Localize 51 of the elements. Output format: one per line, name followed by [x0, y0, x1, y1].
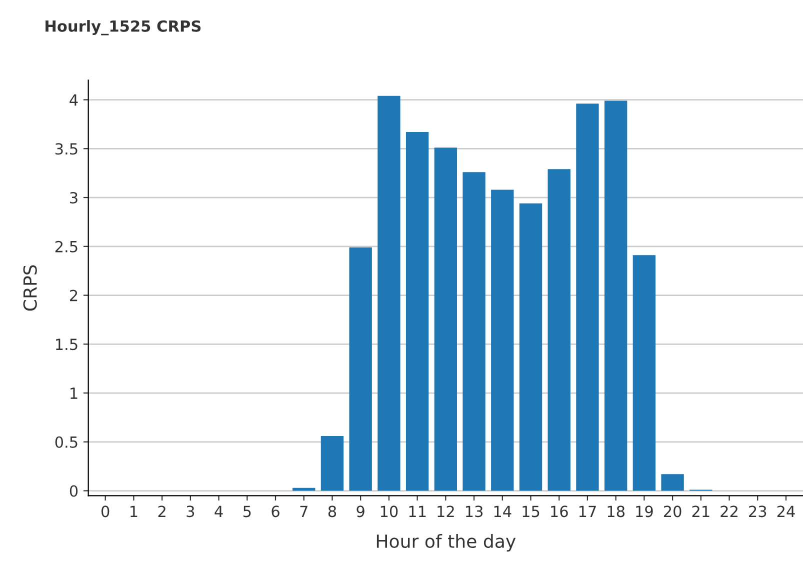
x-tick-label: 7 — [300, 506, 308, 517]
x-tick-label: 14 — [494, 506, 512, 517]
bar — [519, 203, 542, 491]
y-tick-label: 0.5 — [55, 436, 78, 448]
chart-title: Hourly_1525 CRPS — [46, 20, 201, 36]
bar — [406, 132, 429, 491]
bar — [604, 100, 628, 491]
x-tick-label: 18 — [608, 506, 624, 518]
y-tick-label: 2.5 — [55, 240, 78, 252]
x-tick-label: 16 — [551, 506, 568, 518]
x-tick-label: 5 — [243, 506, 251, 518]
x-tick-label: 19 — [636, 506, 653, 518]
x-tick-label: 12 — [438, 506, 454, 517]
x-tick-label: 24 — [777, 506, 795, 517]
bar — [632, 255, 656, 491]
x-tick-label: 13 — [466, 506, 483, 518]
x-tick-label: 11 — [409, 506, 426, 517]
bar — [491, 190, 514, 491]
y-axis-title: CRPS — [23, 265, 37, 311]
y-tick-label: 4 — [70, 94, 78, 106]
x-tick-label: 0 — [101, 506, 110, 518]
bar — [320, 436, 344, 491]
bar — [661, 474, 684, 491]
x-tick-label: 22 — [720, 506, 738, 517]
y-tick-label: 1 — [70, 388, 78, 399]
x-tick-label: 17 — [579, 506, 596, 517]
x-tick-label: 2 — [158, 506, 166, 517]
y-tick-label: 2 — [70, 290, 78, 302]
bar — [292, 488, 316, 491]
x-tick-label: 23 — [749, 506, 766, 518]
bar — [434, 148, 458, 491]
bar — [378, 96, 400, 491]
bar — [548, 169, 570, 491]
x-tick-label: 6 — [272, 506, 280, 518]
x-tick-label: 10 — [380, 506, 398, 518]
x-tick-label: 20 — [664, 506, 682, 518]
x-tick-label: 1 — [130, 506, 138, 517]
x-tick-label: 4 — [214, 506, 223, 517]
x-tick-label: 15 — [522, 506, 540, 518]
bar — [462, 172, 486, 491]
bar — [349, 247, 372, 491]
x-tick-label: 8 — [328, 506, 336, 518]
x-axis-title: Hour of the day — [376, 534, 516, 552]
x-tick-label: 9 — [356, 506, 364, 518]
y-tick-label: 0 — [70, 485, 78, 497]
y-tick-label: 3.5 — [55, 143, 78, 155]
y-tick-label: 3 — [70, 192, 78, 204]
x-tick-label: 21 — [692, 506, 710, 517]
x-tick-label: 3 — [186, 506, 194, 518]
y-tick-label: 1.5 — [56, 338, 78, 350]
bar — [576, 104, 599, 491]
